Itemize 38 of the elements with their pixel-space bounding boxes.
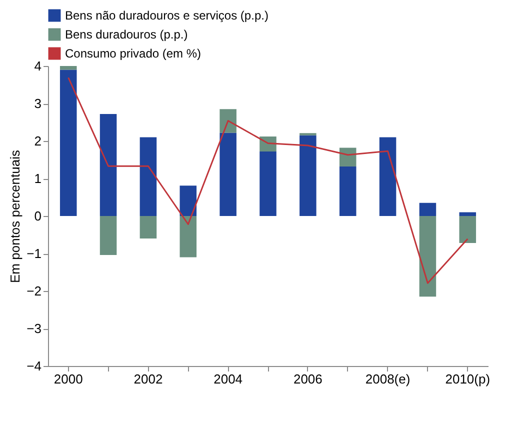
y-tick-label: −4 (26, 358, 42, 374)
x-tick-label: 2000 (54, 372, 83, 386)
legend-label: Bens duradouros (p.p.) (65, 28, 188, 42)
bar (260, 152, 276, 216)
bar (419, 202, 436, 216)
y-tick-label: 2 (34, 134, 42, 148)
y-tick-label: −3 (26, 321, 42, 336)
bar (419, 216, 436, 297)
bar (60, 66, 77, 70)
bar (339, 166, 356, 216)
bar (300, 135, 316, 216)
bar (459, 212, 476, 216)
y-tick-label: 3 (34, 96, 42, 111)
y-tick-label: 4 (34, 58, 42, 74)
bar (140, 137, 157, 216)
y-tick-label: 0 (34, 208, 42, 224)
bar (60, 70, 77, 216)
y-tick-label: −1 (26, 246, 42, 261)
x-tick-label: 2006 (293, 372, 322, 386)
y-axis-title: Em pontos percentuais (8, 150, 23, 283)
y-tick-label: −2 (26, 284, 42, 298)
bar (379, 137, 396, 216)
bar (180, 216, 197, 258)
bar (220, 132, 236, 216)
legend-label: Consumo privado (em %) (65, 46, 202, 60)
x-tick-label: 2010(p) (445, 372, 490, 386)
x-tick-label: 2008(e) (365, 372, 410, 386)
x-tick-label: 2002 (134, 372, 163, 386)
line-series (68, 76, 468, 284)
x-tick-label: 2004 (214, 372, 243, 386)
legend-label: Bens não duradouros e serviços (p.p.) (65, 8, 268, 22)
bar (140, 216, 157, 238)
y-tick-label: 1 (34, 171, 42, 186)
bar (180, 186, 197, 216)
bar (220, 109, 236, 133)
bar (100, 216, 117, 255)
bar (100, 114, 117, 216)
bar (459, 216, 476, 243)
